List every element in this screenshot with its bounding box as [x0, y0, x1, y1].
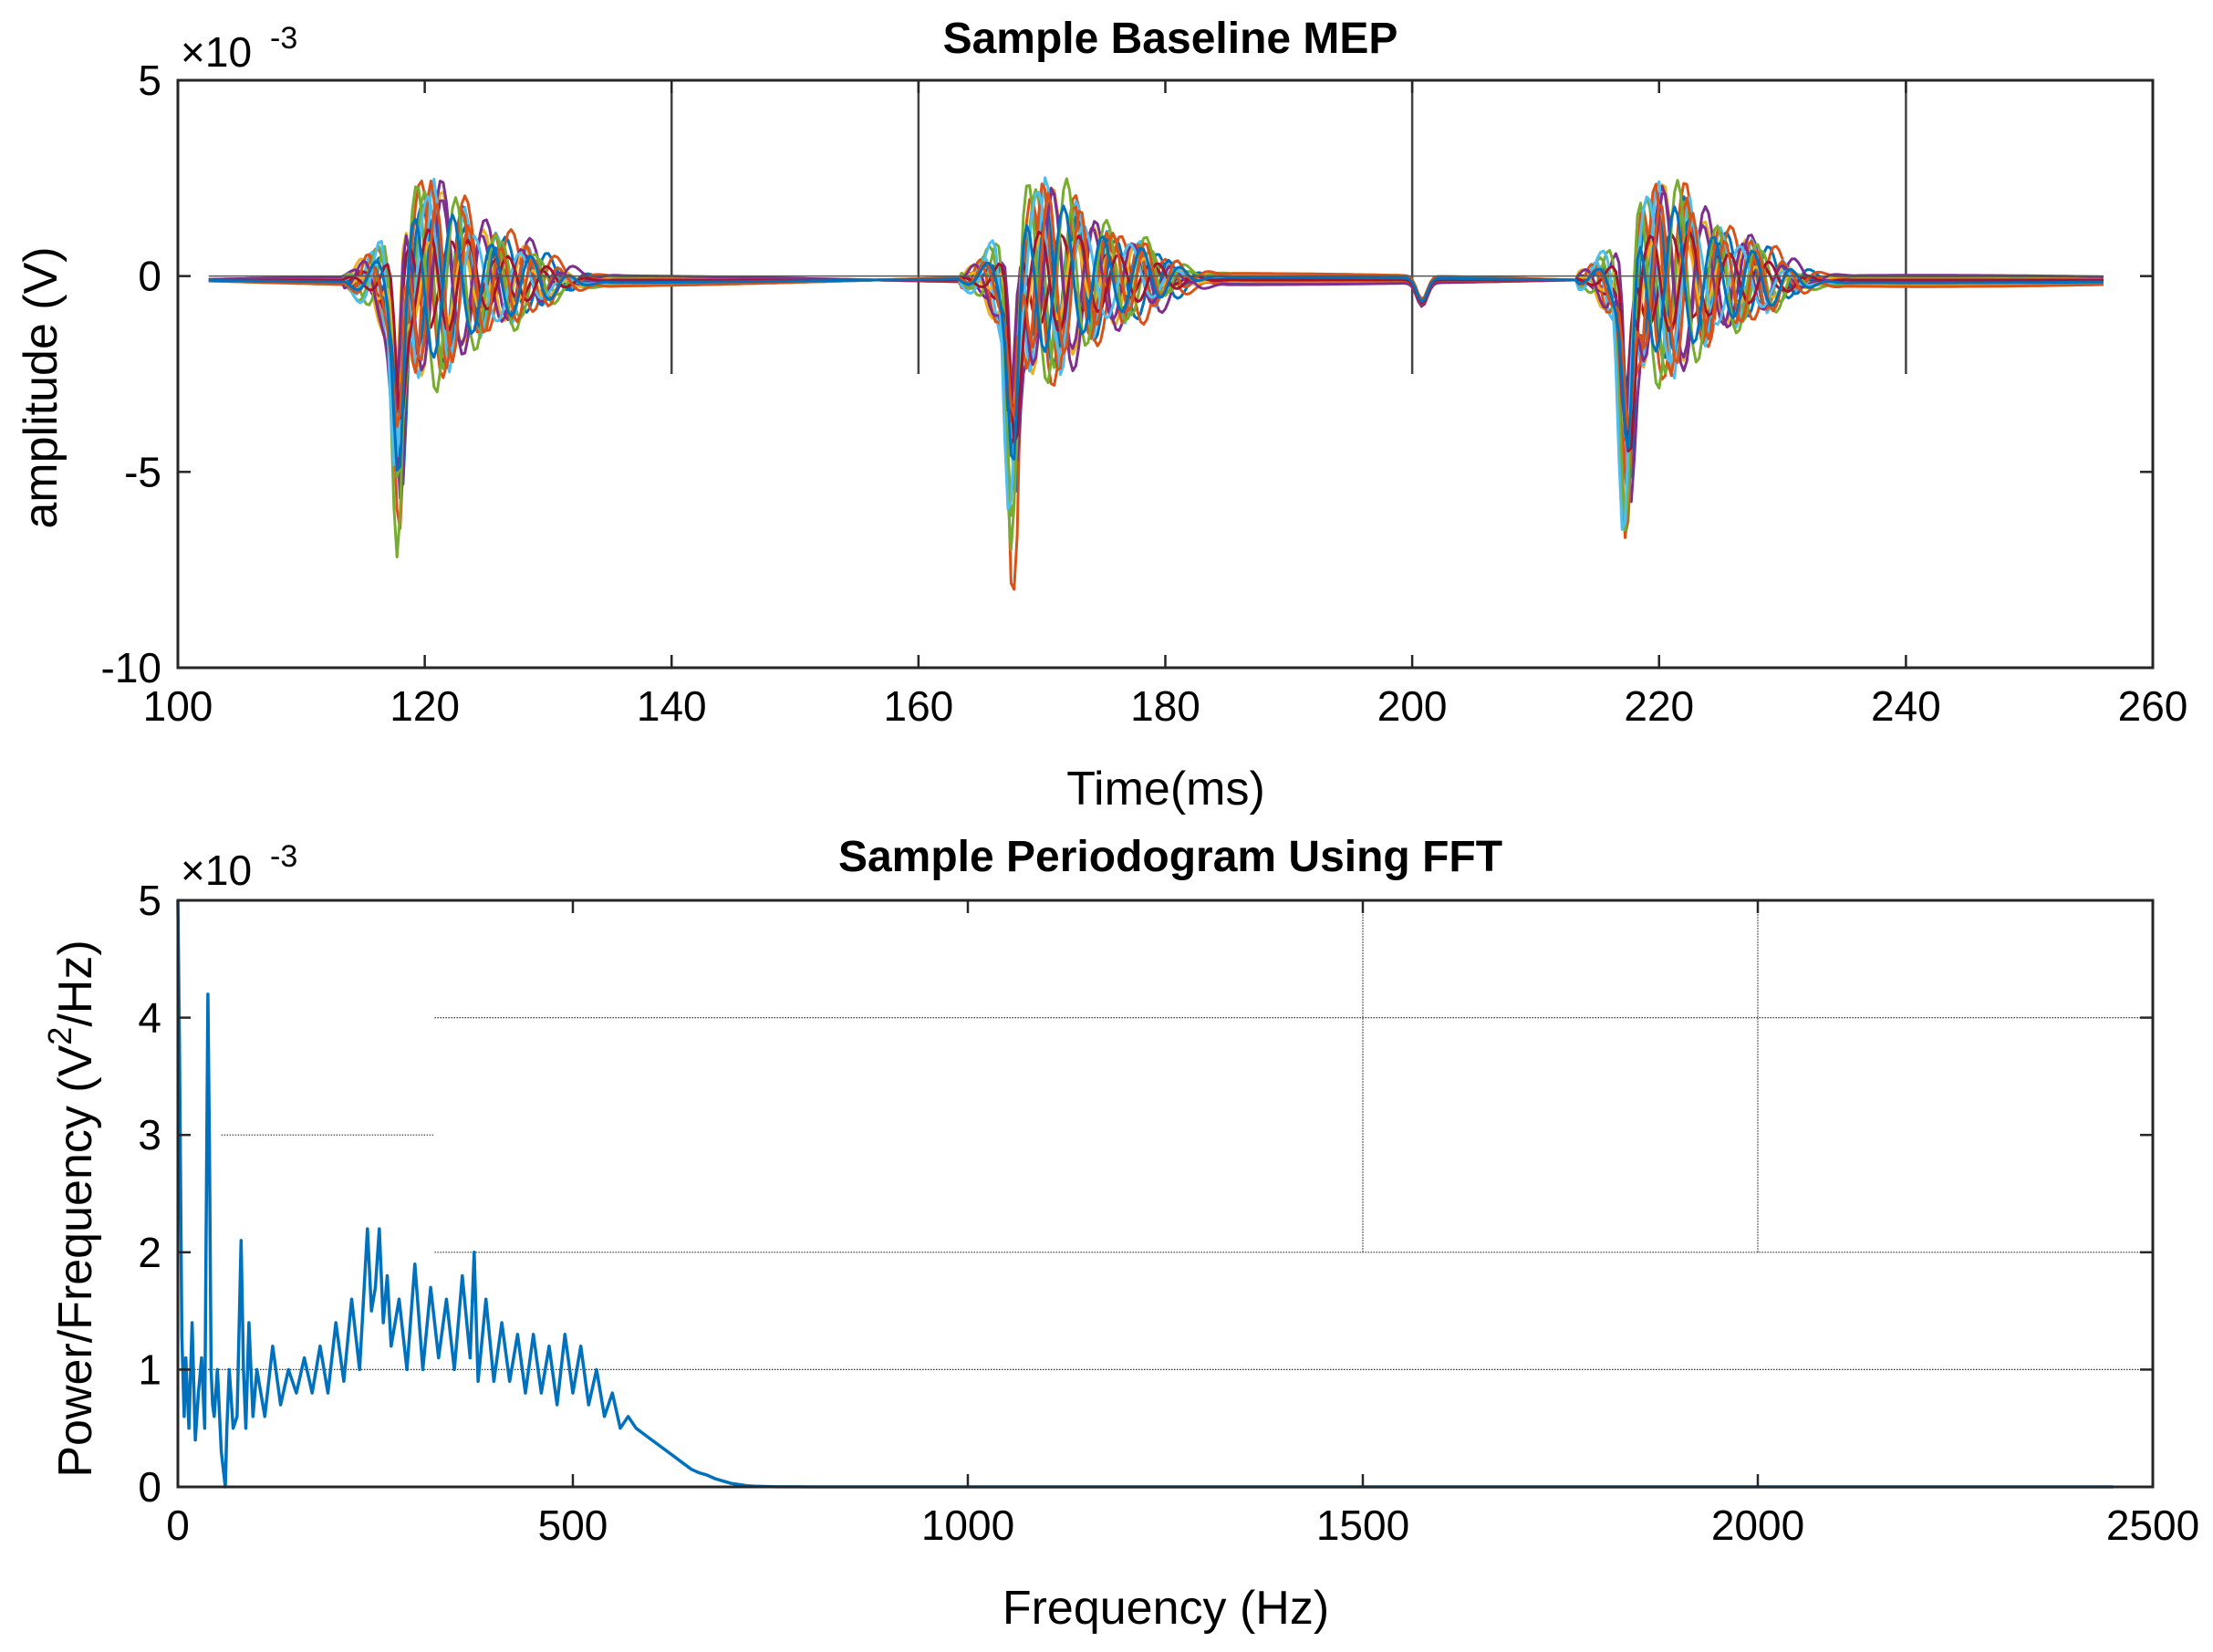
y-tick-label: 0: [138, 253, 161, 300]
y-scale-factor: ×10 -3: [181, 21, 297, 76]
y-axis-label: Power/Frequency (V2/Hz): [41, 940, 102, 1477]
mep-trace: [208, 204, 2104, 472]
y-scale-factor: ×10 -3: [181, 839, 297, 894]
y-tick-label: 2: [138, 1229, 161, 1276]
x-tick-label: 0: [166, 1501, 190, 1549]
chart-title: Sample Periodogram Using FFT: [838, 833, 1502, 881]
y-axis-label-main: Power/Frequency (V: [49, 1044, 102, 1477]
y-scale-exponent: -3: [270, 21, 297, 56]
x-tick-label: 1500: [1316, 1501, 1409, 1549]
y-scale-base: ×10: [181, 28, 252, 76]
marker-lines: [670, 80, 1907, 374]
x-tick-label: 120: [390, 682, 460, 730]
mep-trace: [208, 180, 2104, 504]
mep-trace: [208, 179, 2104, 539]
x-tick-label: 180: [1130, 682, 1200, 730]
plot-frame: [176, 78, 2155, 670]
mep-chart: Sample Baseline MEP ×10 -3 Time(ms) ampl…: [15, 15, 2187, 816]
x-tick-label: 140: [637, 682, 707, 730]
plot-frame: [176, 899, 2155, 1489]
y-tick-label: 5: [138, 877, 161, 924]
x-tick-label: 200: [1377, 682, 1448, 730]
y-tick-label: -5: [124, 448, 161, 495]
x-axis-label: Frequency (Hz): [1003, 1582, 1329, 1635]
x-tick-label: 2000: [1711, 1501, 1804, 1549]
x-tick-label: 1000: [921, 1501, 1014, 1549]
tick-marks: [176, 899, 2155, 1489]
x-tick-label: 160: [884, 682, 954, 730]
y-tick-label: 0: [138, 1463, 161, 1511]
y-axis-label: amplitude (V): [15, 246, 68, 528]
y-tick-label: -10: [101, 644, 161, 691]
periodogram-line: [176, 899, 2114, 1489]
x-tick-label: 2500: [2106, 1501, 2199, 1549]
x-axis-label: Time(ms): [1066, 763, 1265, 816]
periodogram-chart: Sample Periodogram Using FFT ×10 -3 Freq…: [41, 833, 2199, 1635]
x-tick-label: 240: [1871, 682, 1941, 730]
x-tick-label: 220: [1624, 682, 1694, 730]
y-axis-label-superscript: 2: [41, 1027, 78, 1045]
y-tick-label: 5: [138, 57, 161, 104]
y-tick-label: 1: [138, 1345, 161, 1393]
y-scale-base: ×10: [181, 847, 252, 894]
y-axis-label-tail: /Hz): [49, 940, 102, 1026]
x-tick-label: 100: [143, 682, 213, 730]
chart-title: Sample Baseline MEP: [943, 15, 1398, 63]
x-tick-label: 260: [2118, 682, 2188, 730]
y-tick-label: 4: [138, 994, 161, 1042]
y-tick-label: 3: [138, 1111, 161, 1158]
x-tick-label: 500: [538, 1501, 608, 1549]
mep-trace: [208, 183, 2104, 435]
tick-marks: [176, 78, 2155, 670]
y-scale-exponent: -3: [270, 839, 297, 874]
mep-traces: [208, 176, 2104, 591]
